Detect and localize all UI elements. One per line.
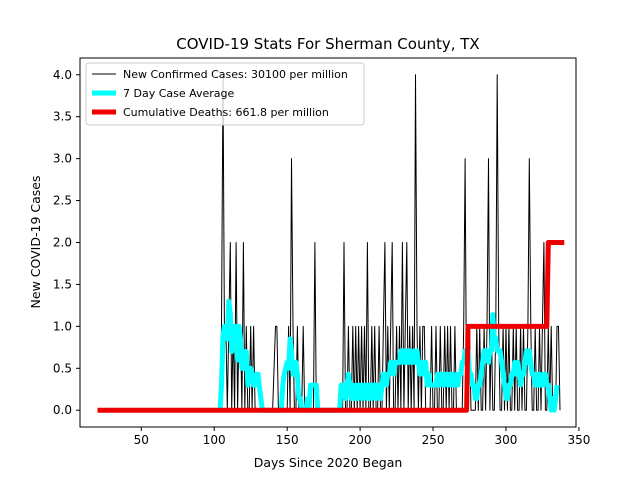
series-line-7-day-average <box>217 298 560 413</box>
legend-label-new-cases: New Confirmed Cases: 30100 per million <box>123 68 348 81</box>
chart-title: COVID-19 Stats For Sherman County, TX <box>176 35 479 53</box>
x-tick-label: 250 <box>422 433 445 447</box>
x-tick-label: 50 <box>134 433 149 447</box>
y-tick-label: 0.0 <box>53 403 72 417</box>
y-tick-label: 1.5 <box>53 277 72 291</box>
y-tick-label: 4.0 <box>53 68 72 82</box>
y-tick-label: 3.0 <box>53 152 72 166</box>
y-tick-label: 0.5 <box>53 361 72 375</box>
legend: New Confirmed Cases: 30100 per million 7… <box>85 62 365 126</box>
x-axis-label: Days Since 2020 Began <box>254 455 403 470</box>
x-tick-label: 100 <box>203 433 226 447</box>
plot-frame <box>79 57 577 428</box>
y-axis-label: New COVID-19 Cases <box>28 176 43 309</box>
x-tick-label: 150 <box>276 433 299 447</box>
y-tick-label: 3.5 <box>53 110 72 124</box>
y-tick-label: 2.5 <box>53 194 72 208</box>
legend-label-cumulative-deaths: Cumulative Deaths: 661.8 per million <box>123 106 329 119</box>
axis-ticks: 50 100 150 200 250 300 350 0.0 0.5 1.0 1.5 2.0 2.5 3.… <box>53 68 590 447</box>
series-line-cumulative-deaths <box>97 240 565 413</box>
y-tick-label: 1.0 <box>53 319 72 333</box>
series-layer <box>97 74 565 413</box>
x-tick-label: 350 <box>567 433 590 447</box>
x-tick-label: 200 <box>349 433 372 447</box>
legend-label-7-day-average: 7 Day Case Average <box>123 87 235 100</box>
x-tick-label: 300 <box>495 433 518 447</box>
legend-box <box>85 62 365 126</box>
y-tick-label: 2.0 <box>53 236 72 250</box>
